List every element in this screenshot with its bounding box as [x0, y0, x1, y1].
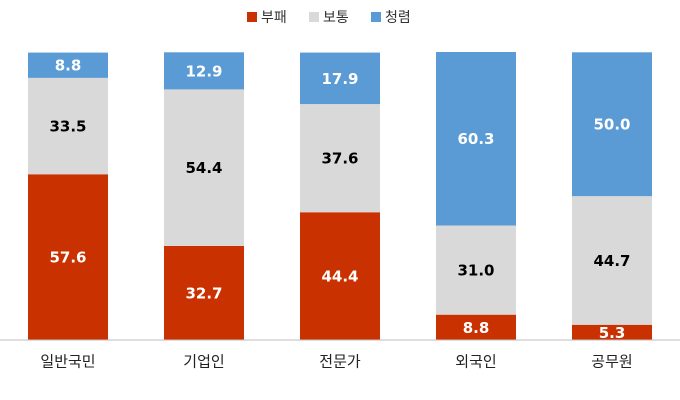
- bar-segment: [572, 324, 652, 340]
- value-label: 8.8: [463, 319, 490, 337]
- value-label: 33.5: [49, 118, 86, 136]
- value-label: 44.4: [321, 268, 358, 286]
- legend-label: 보통: [323, 10, 349, 26]
- legend-label: 부패: [261, 10, 287, 26]
- bar-segment: [300, 104, 380, 213]
- x-tick-label: 공무원: [591, 353, 632, 371]
- x-tick-label: 전문가: [319, 353, 361, 371]
- value-label: 17.9: [321, 70, 358, 88]
- value-label: 5.3: [599, 324, 626, 342]
- value-label: 50.0: [593, 116, 630, 134]
- bar-segment: [164, 52, 244, 90]
- value-label: 54.4: [185, 159, 222, 177]
- x-tick-label: 외국인: [455, 353, 496, 371]
- bar-segment: [164, 89, 244, 246]
- bar-segment: [300, 52, 380, 105]
- value-label: 8.8: [55, 57, 82, 75]
- value-label: 31.0: [457, 262, 494, 280]
- legend-swatch: [247, 12, 257, 22]
- legend-swatch: [309, 12, 319, 22]
- value-label: 57.6: [49, 249, 86, 267]
- bar-segment: [300, 212, 380, 340]
- bar-segment: [28, 77, 108, 175]
- value-label: 60.3: [457, 130, 494, 148]
- bar-segment: [436, 52, 516, 226]
- x-tick-label: 일반국민: [40, 353, 95, 371]
- bar-segment: [164, 245, 244, 340]
- bar-segment: [572, 196, 652, 325]
- value-label: 37.6: [321, 150, 358, 168]
- value-label: 12.9: [185, 62, 222, 80]
- x-tick-label: 기업인: [183, 353, 224, 371]
- bar-segment: [436, 225, 516, 315]
- value-label: 32.7: [185, 284, 222, 302]
- legend-swatch: [371, 12, 381, 22]
- bar-segment: [28, 174, 108, 340]
- bar-segment: [28, 52, 108, 78]
- bar-segment: [436, 314, 516, 340]
- legend-label: 청렴: [385, 10, 411, 26]
- bar-segment: [572, 52, 652, 197]
- value-label: 44.7: [593, 252, 630, 270]
